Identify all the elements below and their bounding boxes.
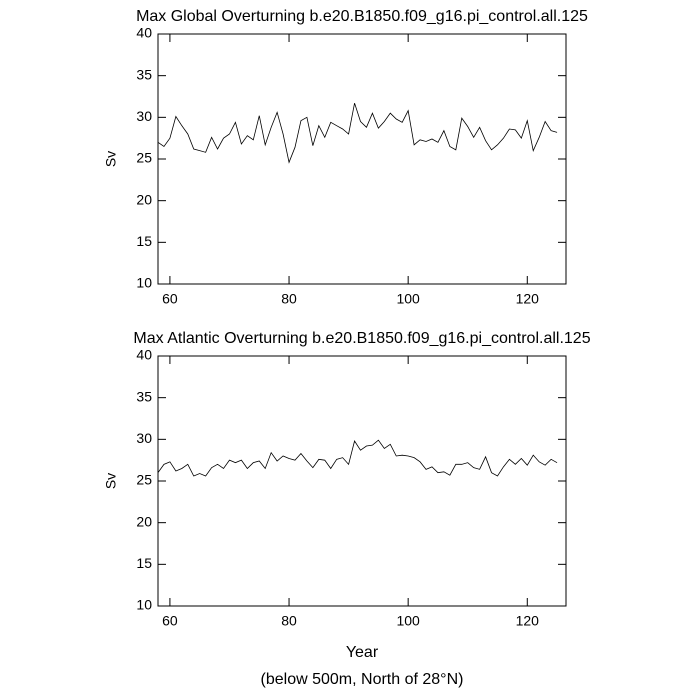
y-tick-label: 10 [136, 597, 152, 613]
data-line [157, 103, 558, 164]
x-tick-label: 100 [396, 613, 420, 629]
y-tick-label: 25 [136, 150, 152, 166]
chart-title: Max Atlantic Overturning b.e20.B1850.f09… [133, 330, 590, 347]
y-tick-label: 40 [136, 25, 152, 41]
x-tick-label: 80 [281, 613, 297, 629]
x-tick-label: 120 [516, 613, 540, 629]
data-line [157, 439, 558, 477]
plot-frame [157, 33, 567, 285]
y-tick-label: 30 [136, 430, 152, 446]
x-tick-label: 60 [162, 613, 178, 629]
y-tick-label: 20 [136, 513, 152, 529]
chart-title: Max Global Overturning b.e20.B1850.f09_g… [136, 8, 588, 25]
y-tick-label: 25 [136, 472, 152, 488]
plot-frame [157, 355, 567, 607]
x-tick-label: 120 [516, 291, 540, 307]
y-tick-label: 40 [136, 347, 152, 363]
y-axis-label: Sv [103, 473, 119, 489]
y-axis-label: Sv [103, 151, 119, 167]
x-tick-label: 100 [396, 291, 420, 307]
x-tick-label: 80 [281, 291, 297, 307]
y-tick-label: 10 [136, 275, 152, 291]
y-tick-label: 15 [136, 555, 152, 571]
x-tick-label: 60 [162, 291, 178, 307]
y-tick-label: 15 [136, 233, 152, 249]
y-tick-label: 20 [136, 191, 152, 207]
y-tick-label: 35 [136, 388, 152, 404]
x-axis-label: Year [346, 644, 379, 661]
footnote: (below 500m, North of 28°N) [261, 671, 464, 688]
y-tick-label: 30 [136, 108, 152, 124]
y-tick-label: 35 [136, 66, 152, 82]
